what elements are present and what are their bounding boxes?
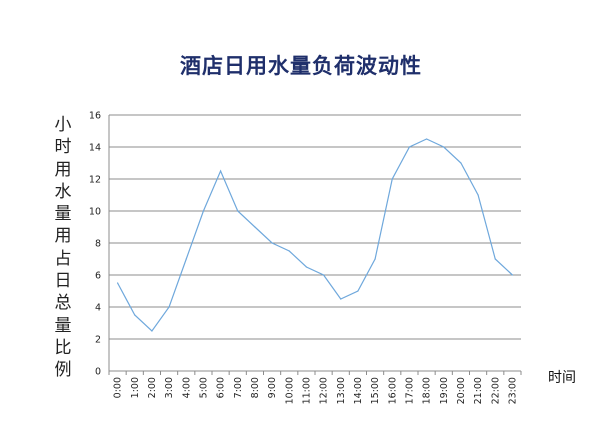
data-point (408, 146, 411, 148)
x-tick-label: 23:00 (507, 377, 518, 404)
x-tick-label: 3:00 (164, 377, 175, 398)
data-point (357, 290, 359, 292)
data-point (494, 258, 496, 260)
x-tick-label: 10:00 (284, 377, 295, 404)
data-point (219, 170, 222, 172)
x-tick-label: 21:00 (473, 377, 484, 404)
x-axis-label: 时间 (548, 370, 576, 386)
data-point (340, 298, 342, 300)
data-point (288, 250, 290, 252)
data-point (511, 274, 514, 276)
data-point (271, 242, 273, 244)
x-tick-label: 6:00 (216, 377, 227, 398)
x-tick-label: 14:00 (353, 377, 364, 404)
y-tick-label: 16 (89, 111, 101, 122)
x-tick-label: 22:00 (490, 377, 501, 404)
y-tick-label: 2 (95, 335, 101, 346)
data-point (202, 210, 205, 212)
y-tick-label: 10 (89, 207, 101, 218)
x-tick-label: 11:00 (301, 377, 312, 404)
data-point (254, 226, 256, 228)
x-tick-label: 9:00 (267, 377, 278, 398)
x-tick-label: 0:00 (113, 377, 124, 398)
x-tick-label: 7:00 (233, 377, 244, 398)
data-point (305, 266, 308, 268)
x-tick-label: 1:00 (130, 377, 141, 398)
series-line (117, 138, 513, 332)
data-point (185, 258, 187, 260)
x-tick-label: 2:00 (147, 377, 158, 398)
x-tick-label: 17:00 (404, 377, 415, 404)
data-point (322, 274, 325, 276)
data-point (443, 146, 445, 148)
data-point (116, 282, 119, 284)
data-point (374, 258, 376, 260)
data-point (134, 314, 136, 316)
data-point (460, 162, 462, 164)
x-tick-label: 12:00 (319, 377, 330, 404)
x-tick-label: 4:00 (181, 377, 192, 398)
y-tick-label: 12 (89, 175, 101, 186)
x-tick-label: 20:00 (456, 377, 467, 404)
data-point (391, 178, 393, 180)
y-tick-label: 0 (95, 367, 101, 378)
x-tick-label: 5:00 (198, 377, 209, 398)
x-tick-label: 15:00 (370, 377, 381, 404)
y-tick-label: 4 (95, 303, 101, 314)
x-tick-label: 18:00 (422, 377, 433, 404)
x-tick-label: 13:00 (336, 377, 347, 404)
x-tick-label: 16:00 (387, 377, 398, 404)
chart-title: 酒店日用水量负荷波动性 (180, 53, 422, 78)
data-point (237, 210, 239, 212)
data-point (477, 194, 479, 196)
x-tick-label: 19:00 (439, 377, 450, 404)
x-tick-label: 8:00 (250, 377, 261, 398)
data-point (168, 306, 170, 308)
y-tick-label: 8 (95, 239, 101, 250)
data-point (151, 330, 153, 332)
y-tick-label: 14 (89, 143, 101, 154)
data-point (425, 138, 428, 140)
y-tick-label: 6 (95, 271, 101, 282)
y-axis-label: 小时用水量用占日总量比例 (54, 115, 72, 381)
